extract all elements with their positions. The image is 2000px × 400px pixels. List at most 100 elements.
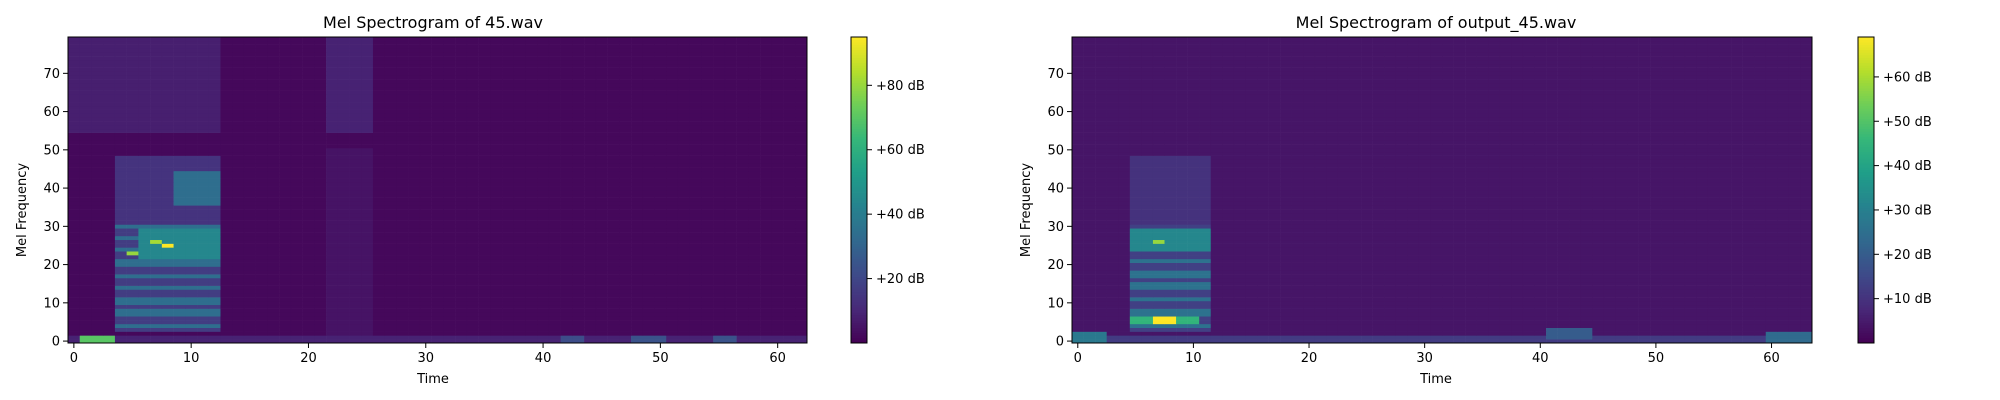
heatmap-cell	[91, 339, 104, 344]
heatmap-cell	[783, 316, 796, 321]
heatmap-cell	[572, 281, 585, 286]
heatmap-cell	[584, 243, 597, 248]
heatmap-cell	[666, 71, 679, 76]
heatmap-cell	[783, 94, 796, 99]
heatmap-cell	[161, 79, 174, 84]
heatmap-cell	[208, 235, 221, 241]
heatmap-cell	[114, 52, 127, 57]
heatmap-cell	[584, 262, 597, 267]
heatmap-cell	[525, 63, 538, 68]
heatmap-cell	[243, 331, 256, 336]
heatmap-cell	[795, 285, 808, 290]
heatmap-cell	[513, 128, 526, 133]
heatmap-cell	[208, 151, 221, 156]
heatmap-cell	[713, 63, 726, 68]
heatmap-cell	[232, 75, 245, 80]
heatmap-cell	[138, 90, 151, 95]
heatmap-cell	[783, 71, 796, 76]
heatmap-cell	[595, 331, 608, 336]
heatmap-cell	[748, 270, 761, 275]
heatmap-cell	[68, 316, 81, 321]
heatmap-cell	[748, 243, 761, 248]
heatmap-cell	[724, 82, 737, 88]
heatmap-cell	[349, 209, 362, 214]
heatmap-cell	[584, 335, 597, 340]
heatmap-cell	[572, 239, 585, 244]
heatmap-cell	[279, 209, 292, 214]
heatmap-cell	[513, 289, 526, 294]
heatmap-cell	[736, 79, 749, 84]
heatmap-cell	[584, 216, 597, 221]
heatmap-cell	[631, 79, 644, 84]
heatmap-cell	[349, 82, 362, 88]
heatmap-cell	[290, 323, 303, 328]
heatmap-cell	[114, 174, 127, 179]
heatmap-cell	[466, 167, 479, 172]
heatmap-cell	[748, 178, 761, 183]
heatmap-cell	[103, 163, 116, 168]
heatmap-cell	[455, 102, 468, 107]
heatmap-cell	[642, 327, 655, 332]
heatmap-cell	[290, 193, 303, 198]
heatmap-cell	[431, 82, 444, 88]
heatmap-cell	[337, 105, 350, 110]
heatmap-cell	[173, 102, 186, 107]
heatmap-cell	[232, 170, 245, 175]
heatmap-cell	[326, 220, 339, 225]
heatmap-cell	[560, 327, 573, 332]
heatmap-cell	[279, 235, 292, 241]
heatmap-cell	[701, 178, 714, 183]
heatmap-cell	[631, 63, 644, 68]
heatmap-cell	[595, 197, 608, 202]
heatmap-cell	[689, 121, 702, 126]
heatmap-cell	[372, 205, 386, 210]
heatmap-cell	[631, 40, 644, 45]
heatmap-cell	[114, 232, 127, 237]
heatmap-cell	[455, 331, 468, 336]
heatmap-cell	[114, 170, 127, 175]
heatmap-cell	[584, 197, 597, 202]
heatmap-cell	[384, 300, 397, 306]
heatmap-cell	[619, 75, 632, 80]
heatmap-cell	[783, 205, 796, 210]
heatmap-cell	[243, 193, 256, 198]
heatmap-cell	[642, 262, 655, 267]
heatmap-cell	[267, 285, 280, 290]
heatmap-cell	[372, 163, 386, 168]
heatmap-cell	[161, 205, 174, 210]
heatmap-cell	[185, 167, 198, 172]
heatmap-cell	[478, 212, 491, 218]
heatmap-cell	[126, 174, 139, 179]
heatmap-cell	[372, 323, 386, 328]
heatmap-cell	[372, 136, 386, 141]
heatmap-cell	[255, 109, 268, 114]
heatmap-cell	[713, 255, 726, 260]
heatmap-cell	[736, 281, 749, 286]
heatmap-cell	[713, 312, 726, 317]
heatmap-cell	[654, 293, 667, 298]
heatmap-cell	[607, 159, 620, 164]
heatmap-cell	[161, 197, 174, 202]
heatmap-cell	[337, 239, 350, 244]
heatmap-cell	[455, 109, 468, 114]
heatmap-cell	[279, 155, 292, 160]
heatmap-cell	[689, 235, 702, 241]
heatmap-cell	[654, 59, 667, 65]
heatmap-cell	[642, 124, 655, 130]
heatmap-cell	[595, 297, 608, 302]
heatmap-cell	[408, 56, 421, 61]
heatmap-cell	[384, 59, 397, 65]
heatmap-cell	[724, 289, 737, 294]
heatmap-cell	[220, 40, 233, 45]
heatmap-cell	[572, 159, 585, 164]
heatmap-cell	[208, 140, 221, 145]
heatmap-cell	[232, 228, 245, 233]
heatmap-cell	[290, 239, 303, 244]
heatmap-cell	[642, 159, 655, 164]
heatmap-cell	[760, 289, 773, 294]
heatmap-cell	[68, 285, 81, 290]
heatmap-cell	[584, 323, 597, 328]
heatmap-cell	[185, 331, 198, 336]
heatmap-cell	[279, 90, 292, 95]
heatmap-cell	[349, 63, 362, 68]
